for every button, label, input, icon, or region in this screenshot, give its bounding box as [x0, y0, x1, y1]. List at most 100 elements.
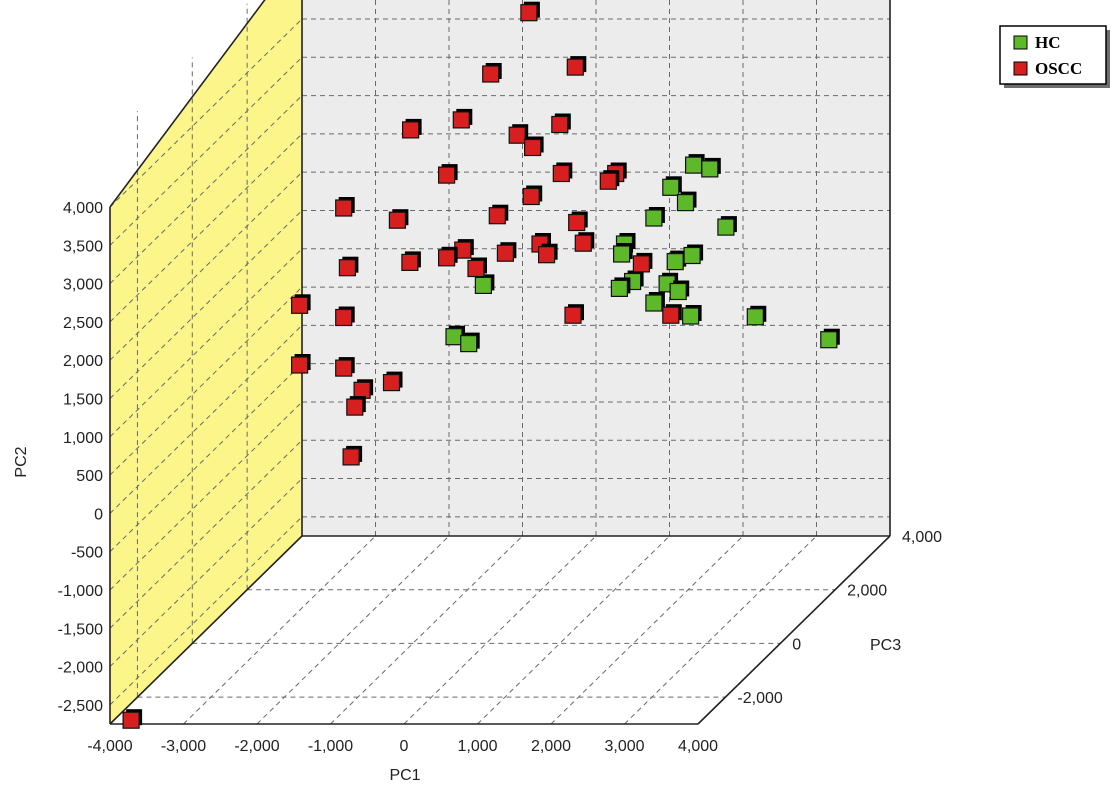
- point-oscc: [522, 185, 543, 206]
- frame-left-bottom: [109, 535, 303, 725]
- point-oscc: [388, 209, 409, 229]
- y-tick-label: -500: [71, 545, 103, 562]
- point-face: [438, 249, 456, 267]
- x-tick-label: 3,000: [604, 738, 644, 755]
- point-face: [291, 296, 309, 314]
- x-tick-label: -2,000: [234, 738, 279, 755]
- point-face: [537, 246, 556, 264]
- back-wall: [302, 0, 890, 536]
- y-tick-label: 1,000: [63, 430, 103, 447]
- point-oscc: [438, 164, 458, 184]
- point-face: [746, 308, 764, 326]
- point-oscc: [335, 357, 355, 377]
- point-face: [388, 211, 406, 229]
- point-face: [291, 356, 309, 374]
- point-oscc: [520, 1, 540, 22]
- y-tick-label: 3,500: [63, 238, 103, 255]
- point-hc: [610, 277, 631, 297]
- point-oscc: [482, 63, 502, 83]
- point-face: [610, 279, 629, 297]
- point-oscc: [335, 306, 355, 327]
- y-tick-label: 0: [94, 506, 103, 523]
- point-oscc: [452, 108, 473, 129]
- chart-panels: [110, 0, 890, 724]
- point-face: [612, 245, 631, 263]
- axis-line-z: [697, 535, 891, 725]
- point-face: [342, 448, 360, 466]
- point-oscc: [382, 371, 403, 392]
- chart-tick-labels: -4,000 -3,000 -2,000 -1,000 0 1,000 2,000 3,000…: [58, 200, 943, 755]
- point-face: [701, 160, 719, 178]
- point-oscc: [566, 56, 587, 76]
- point-face: [335, 199, 353, 217]
- point-face: [438, 166, 456, 184]
- z-tick-label: 0: [792, 636, 801, 653]
- chart-grid: [109, 0, 891, 725]
- point-face: [402, 121, 420, 139]
- x-tick-label: -1,000: [308, 738, 353, 755]
- point-face: [353, 381, 371, 399]
- x-axis-title: PC1: [389, 767, 420, 784]
- point-face: [474, 276, 492, 294]
- point-face: [568, 213, 586, 232]
- point-oscc: [467, 257, 487, 278]
- y-tick-label: -2,500: [58, 698, 103, 715]
- point-face: [523, 138, 542, 157]
- point-oscc: [488, 204, 509, 225]
- legend-label-oscc: OSCC: [1035, 59, 1082, 78]
- x-tick-label: 0: [400, 738, 409, 755]
- point-face: [346, 398, 364, 416]
- point-face: [460, 335, 478, 353]
- point-oscc: [353, 379, 374, 399]
- y-tick-label: -1,000: [58, 583, 103, 600]
- point-hc: [645, 292, 665, 312]
- z-axis-title: PC3: [870, 637, 901, 654]
- point-hc: [701, 157, 721, 178]
- point-face: [452, 111, 470, 129]
- point-face: [382, 374, 401, 392]
- point-hc: [460, 332, 480, 353]
- y-axis-title: PC2: [13, 446, 30, 477]
- point-oscc: [454, 239, 474, 259]
- point-face: [645, 294, 663, 312]
- point-oscc: [338, 256, 359, 277]
- point-oscc: [568, 211, 588, 232]
- y-tick-label: 1,500: [63, 391, 103, 408]
- point-face: [335, 308, 353, 327]
- point-face: [820, 331, 838, 349]
- chart-legend: HC OSCC: [999, 25, 1110, 88]
- point-hc: [746, 305, 767, 326]
- point-face: [488, 207, 506, 225]
- x-tick-label: 4,000: [678, 738, 718, 755]
- point-oscc: [564, 304, 584, 324]
- point-face: [564, 306, 582, 324]
- point-face: [566, 58, 584, 76]
- point-face: [666, 253, 684, 271]
- legend-swatch-hc: [1013, 35, 1028, 50]
- x-tick-label: -4,000: [87, 738, 132, 755]
- point-face: [467, 259, 485, 278]
- y-tick-label: 2,000: [63, 353, 103, 370]
- point-hc: [662, 176, 682, 196]
- point-oscc: [632, 252, 653, 273]
- z-tick-label: 4,000: [902, 529, 942, 546]
- point-face: [401, 253, 419, 271]
- z-tick-label: -2,000: [737, 690, 782, 707]
- point-face: [683, 246, 701, 265]
- point-oscc: [537, 243, 558, 264]
- point-oscc: [551, 113, 571, 134]
- point-face: [662, 178, 680, 196]
- point-hc: [612, 243, 633, 263]
- legend-swatch-oscc: [1013, 61, 1028, 76]
- point-oscc: [496, 242, 517, 262]
- chart-axis-titles: PC1 PC2 PC3: [13, 446, 901, 784]
- point-face: [662, 306, 680, 324]
- point-face: [520, 4, 538, 22]
- point-oscc: [662, 304, 682, 324]
- point-oscc: [508, 124, 529, 144]
- point-hc: [676, 191, 697, 212]
- point-oscc: [402, 118, 422, 139]
- point-face: [717, 218, 735, 236]
